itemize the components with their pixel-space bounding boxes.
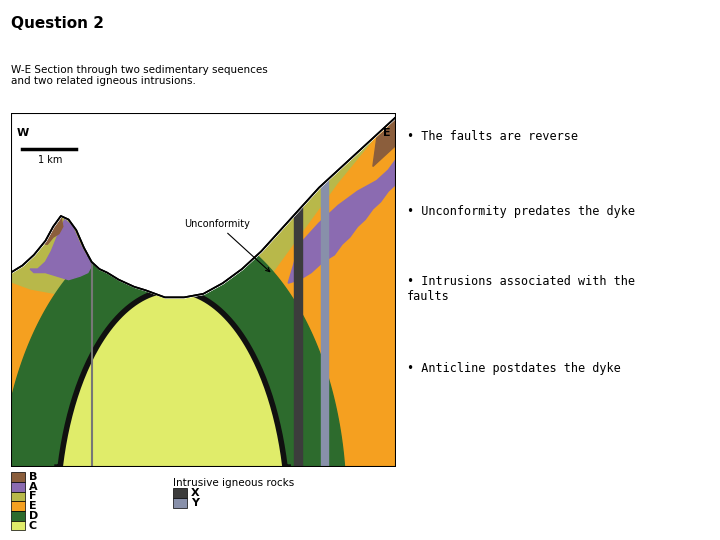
Polygon shape xyxy=(11,113,396,467)
Text: • The faults are reverse: • The faults are reverse xyxy=(407,130,577,143)
Text: Intrusive igneous rocks: Intrusive igneous rocks xyxy=(173,478,294,488)
Polygon shape xyxy=(321,113,328,467)
Text: • Intrusions associated with the
faults: • Intrusions associated with the faults xyxy=(407,275,635,303)
Polygon shape xyxy=(30,219,91,280)
Text: C: C xyxy=(29,521,37,530)
Text: Unconformity: Unconformity xyxy=(184,219,270,272)
Text: • Unconformity predates the dyke: • Unconformity predates the dyke xyxy=(407,205,635,218)
Text: E: E xyxy=(382,127,390,138)
Text: F: F xyxy=(29,491,37,501)
Text: W: W xyxy=(17,127,29,138)
Polygon shape xyxy=(11,113,396,467)
Text: E: E xyxy=(29,501,37,511)
Text: A: A xyxy=(29,482,37,491)
Text: B: B xyxy=(29,472,37,482)
Polygon shape xyxy=(294,113,302,467)
Text: D: D xyxy=(29,511,38,521)
Text: Y: Y xyxy=(191,498,199,508)
Text: X: X xyxy=(191,488,199,498)
Polygon shape xyxy=(373,117,396,166)
Text: • Anticline postdates the dyke: • Anticline postdates the dyke xyxy=(407,362,621,375)
Polygon shape xyxy=(288,159,396,283)
Polygon shape xyxy=(45,209,63,244)
Text: W-E Section through two sedimentary sequences
and two related igneous intrusions: W-E Section through two sedimentary sequ… xyxy=(11,65,268,86)
Polygon shape xyxy=(0,220,396,467)
Polygon shape xyxy=(57,291,288,467)
Text: 1 km: 1 km xyxy=(37,155,62,165)
Text: Question 2: Question 2 xyxy=(11,16,104,31)
